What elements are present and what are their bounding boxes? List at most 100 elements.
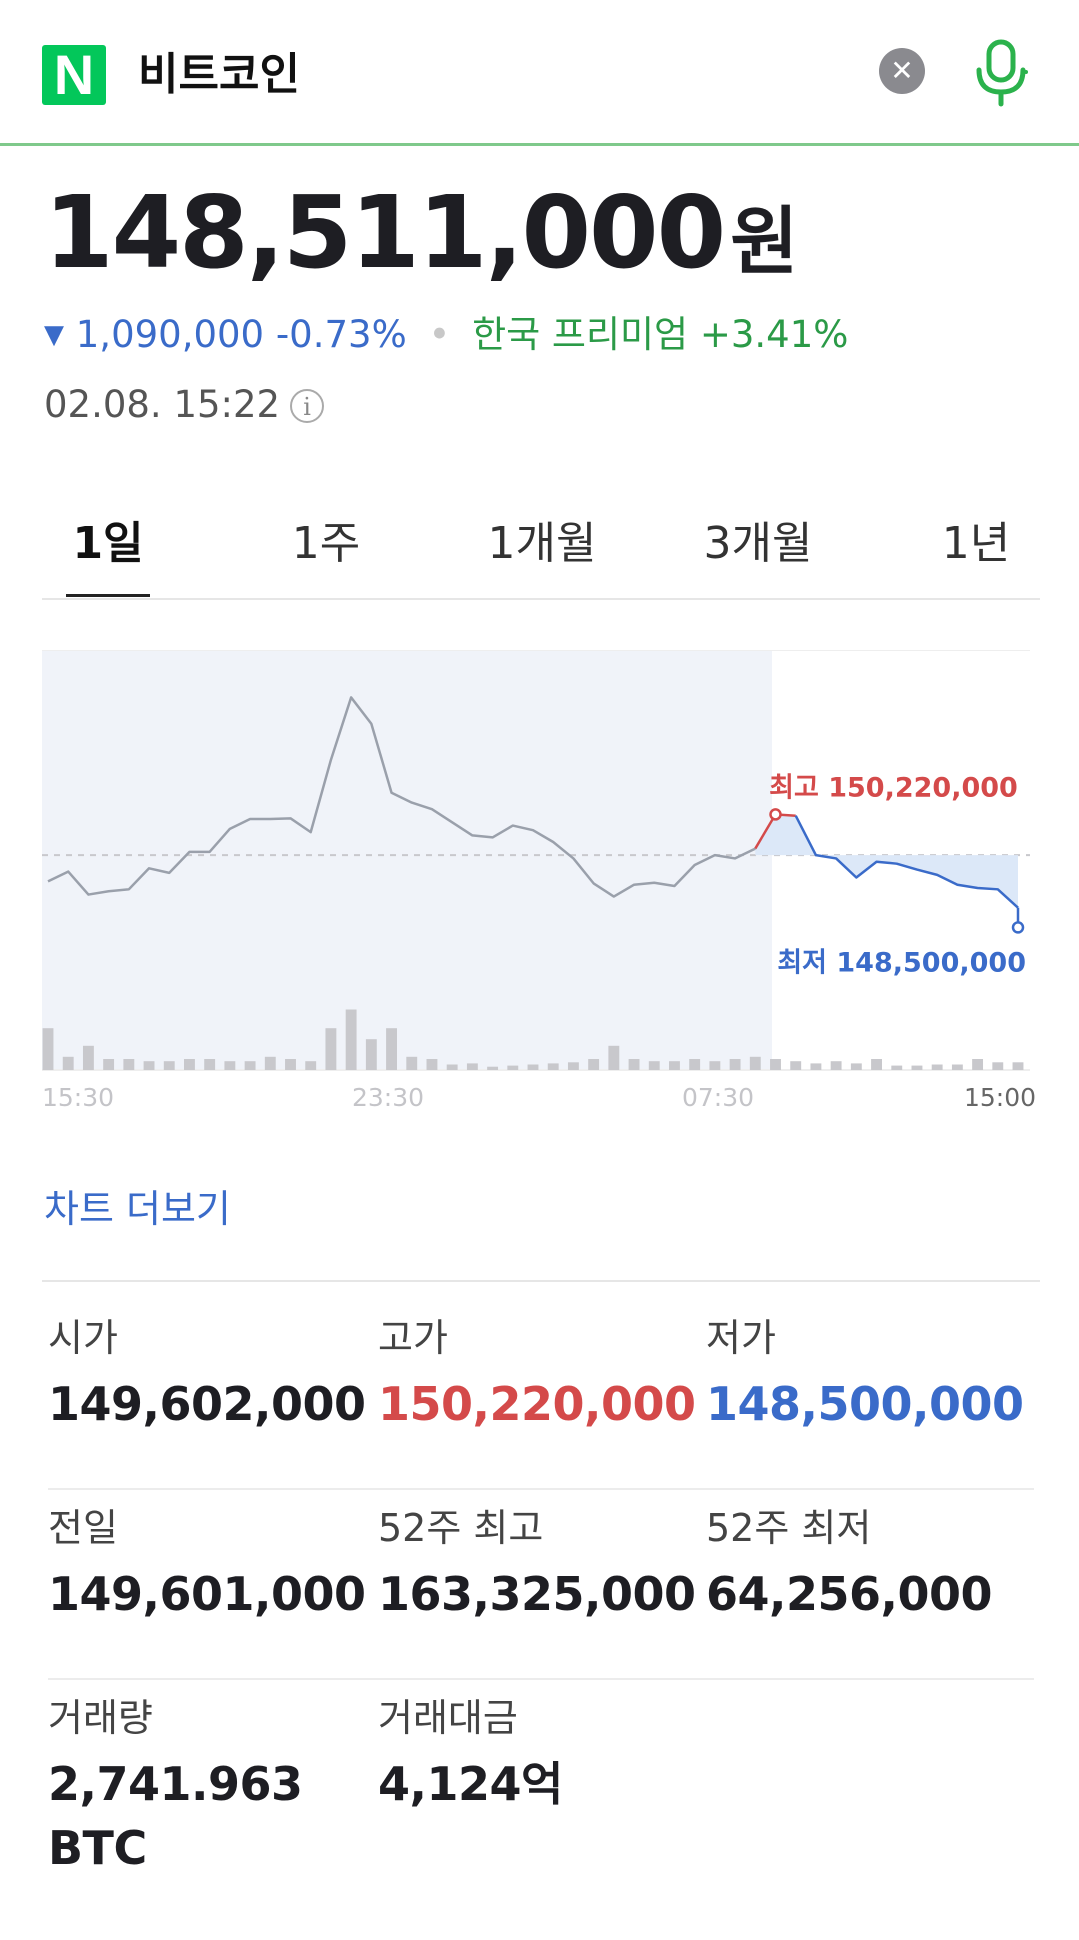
stat-value: 149,601,000 (48, 1567, 366, 1621)
volume-bar (406, 1056, 418, 1070)
korea-premium: 한국 프리미엄 +3.41% (472, 313, 849, 356)
stat-value: 4,124억 (378, 1757, 563, 1811)
today-area (755, 814, 1018, 908)
volume-bar (446, 1064, 458, 1070)
volume-bar (224, 1061, 236, 1070)
separator-dot: • (428, 313, 451, 356)
volume-bar (588, 1059, 600, 1070)
stat-label: 거래량 (48, 1696, 153, 1740)
info-icon[interactable]: i (290, 389, 325, 423)
search-query[interactable]: 비트코인 (138, 49, 300, 100)
volume-bar (770, 1059, 781, 1070)
tab-1year[interactable]: 1년 (941, 518, 1011, 569)
volume-bar (82, 1045, 94, 1070)
volume-bar (426, 1059, 438, 1070)
low-marker (1011, 921, 1025, 934)
volume-bar (62, 1056, 74, 1070)
volume-bar (871, 1059, 882, 1070)
volume-bar (345, 1009, 357, 1070)
volume-bar (648, 1061, 660, 1070)
stat-trade-value: 거래대금 4,124억 (378, 1690, 708, 1816)
price-value: 148,511,000 (44, 174, 726, 291)
x-tick-label: 23:30 (352, 1083, 424, 1112)
volume-bar (749, 1056, 761, 1070)
volume-bar (628, 1059, 640, 1070)
volume-bar (184, 1059, 195, 1070)
stat-label: 52주 최고 (378, 1506, 544, 1550)
down-arrow-icon: ▼ (44, 320, 64, 350)
volume-bar (790, 1061, 802, 1070)
stat-high: 고가 150,220,000 (378, 1310, 708, 1436)
volume-bar (264, 1056, 276, 1070)
volume-bar (547, 1063, 559, 1070)
stat-52w-high: 52주 최고 163,325,000 (378, 1500, 708, 1626)
volume-bar (729, 1059, 741, 1070)
volume-bar (466, 1063, 478, 1070)
stats-grid: 시가 149,602,000 고가 150,220,000 저가 148,500… (48, 1300, 1034, 1940)
microphone-icon[interactable] (972, 38, 1030, 108)
clear-icon[interactable]: ✕ (879, 48, 925, 94)
stat-label: 저가 (706, 1316, 776, 1360)
volume-bar (123, 1059, 135, 1070)
volume-bar (972, 1059, 984, 1070)
timestamp-row: 02.08. 15:22 i (44, 382, 325, 428)
stats-row-2: 전일 149,601,000 52주 최고 163,325,000 52주 최저… (48, 1490, 1034, 1680)
stat-label: 고가 (378, 1316, 448, 1360)
chart-svg: 최고 150,220,000 최저 148,500,000 15:30 23:30 07… (42, 649, 1036, 1112)
volume-bar (669, 1061, 680, 1070)
volume-bar (992, 1062, 1004, 1070)
stat-open: 시가 149,602,000 (48, 1310, 378, 1436)
stat-volume: 거래량 2,741.963 BTC (48, 1690, 378, 1880)
volume-bar (42, 1028, 54, 1070)
tab-1day[interactable]: 1일 (72, 518, 144, 569)
tab-3months[interactable]: 3개월 (703, 518, 813, 569)
divider (42, 1280, 1040, 1282)
volume-bar (891, 1065, 903, 1070)
high-marker (769, 808, 782, 821)
volume-bar (830, 1061, 842, 1070)
price-unit: 원 (730, 199, 799, 285)
stats-row-3: 거래량 2,741.963 BTC 거래대금 4,124억 (48, 1680, 1034, 1940)
volume-bar (850, 1063, 862, 1070)
volume-amount: 2,741.963 (48, 1757, 303, 1811)
volume-bar (244, 1061, 256, 1070)
tab-1month[interactable]: 1개월 (487, 518, 597, 569)
volume-unit: BTC (48, 1821, 147, 1875)
x-tick-label: 15:00 (964, 1083, 1036, 1112)
stat-low: 저가 148,500,000 (706, 1310, 1036, 1436)
more-chart-link[interactable]: 차트 더보기 (44, 1187, 231, 1231)
stat-label: 52주 최저 (706, 1506, 872, 1550)
volume-bar (931, 1064, 943, 1070)
volume-bar (810, 1063, 822, 1070)
volume-bar (386, 1028, 397, 1070)
timestamp: 02.08. 15:22 (44, 383, 281, 426)
past-period-shade (42, 650, 772, 1070)
volume-bar (325, 1028, 337, 1070)
naver-logo[interactable]: N (42, 45, 106, 105)
search-bar: N 비트코인 ✕ (0, 0, 1079, 146)
volume-bar (689, 1059, 701, 1070)
stat-prev-close: 전일 149,601,000 (48, 1500, 378, 1626)
logo-letter: N (53, 43, 95, 106)
stat-52w-low: 52주 최저 64,256,000 (706, 1500, 1036, 1626)
volume-bar (951, 1064, 963, 1070)
current-price: 148,511,000원 (44, 178, 798, 289)
price-chart[interactable]: 최고 150,220,000 최저 148,500,000 15:30 23:30 07… (42, 649, 1040, 1130)
stat-label: 시가 (48, 1316, 118, 1360)
volume-bar (911, 1065, 923, 1070)
volume-bar (204, 1059, 216, 1070)
volume-bar (1012, 1062, 1024, 1070)
period-tabs: 1일 1주 1개월 3개월 1년 (42, 500, 1040, 600)
volume-bar (365, 1039, 377, 1070)
volume-bar (163, 1061, 175, 1070)
price-change-row: ▼ 1,090,000 -0.73% • 한국 프리미엄 +3.41% (44, 312, 848, 358)
stat-label: 전일 (48, 1506, 118, 1550)
price-change: 1,090,000 -0.73% (75, 313, 407, 356)
volume-bar (487, 1066, 499, 1070)
tab-1week[interactable]: 1주 (291, 518, 361, 569)
past-price-line (47, 696, 756, 898)
active-tab-indicator (66, 594, 150, 597)
volume-bar (507, 1065, 519, 1070)
volume-bar (103, 1059, 115, 1070)
stat-value: 64,256,000 (706, 1567, 993, 1621)
